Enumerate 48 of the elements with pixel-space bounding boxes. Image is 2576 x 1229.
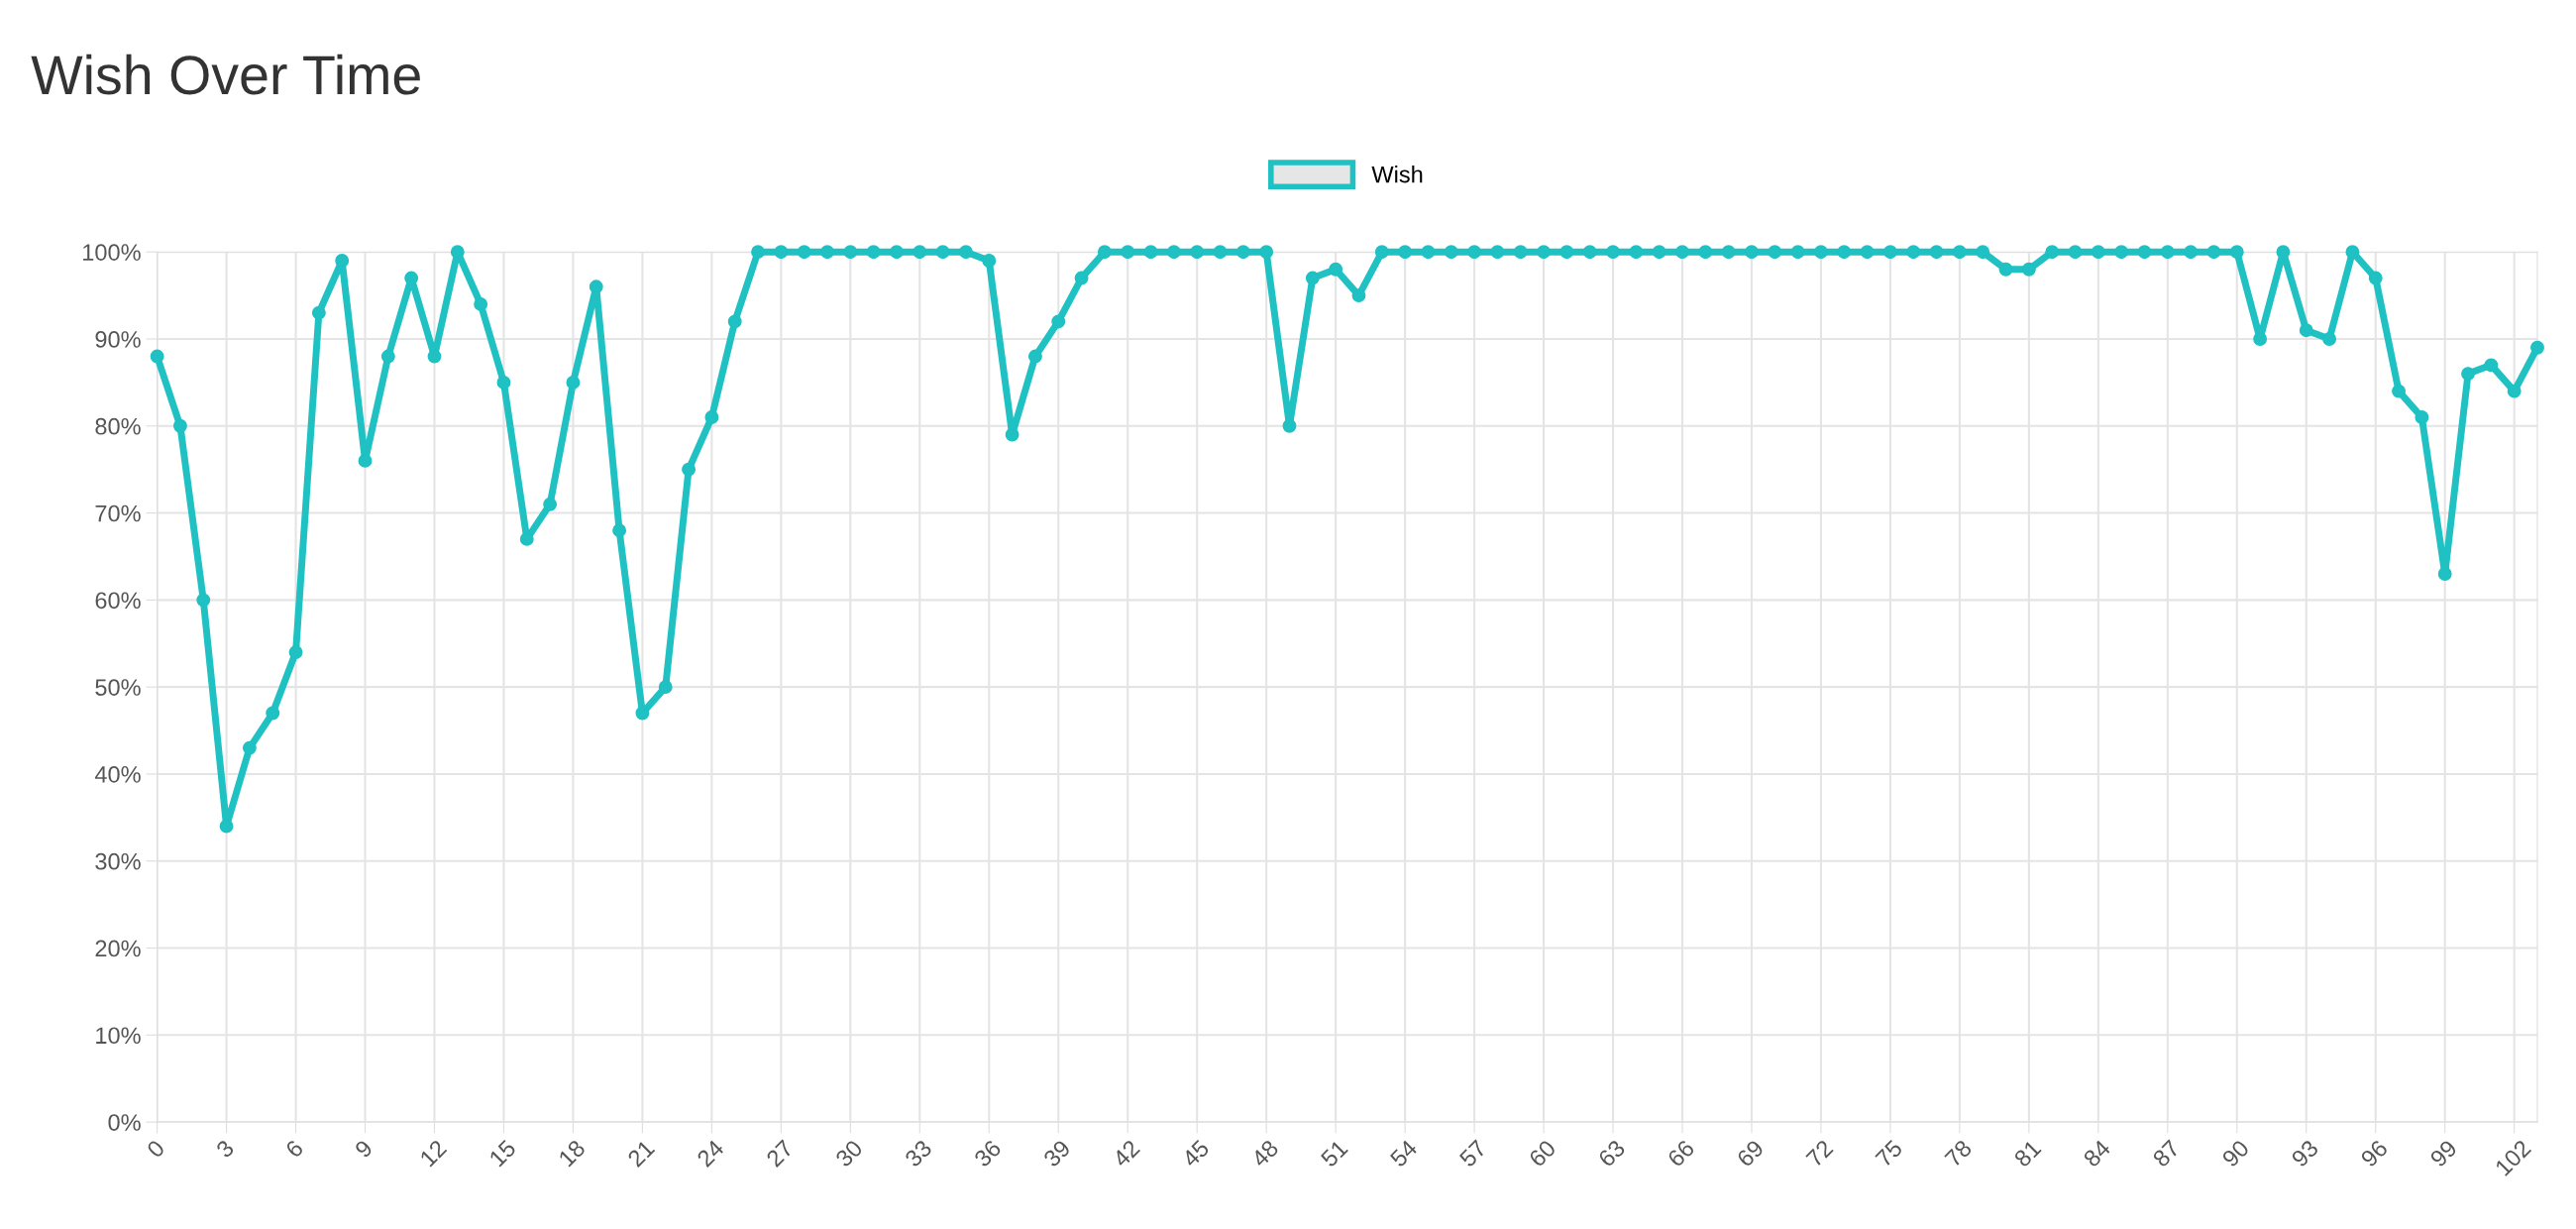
x-tick-label: 96	[2359, 1139, 2389, 1169]
x-tick-label: 12	[419, 1139, 448, 1168]
x-tick-label: 69	[1736, 1139, 1765, 1169]
x-tick-label: 72	[1805, 1139, 1834, 1168]
y-tick-label: 80%	[95, 417, 141, 435]
x-tick-label: 15	[488, 1139, 517, 1168]
x-tick-label: 57	[1458, 1139, 1488, 1169]
chart-title: Wish Over Time	[31, 54, 420, 95]
x-tick-label: 78	[1944, 1139, 1973, 1169]
x-tick-label: 27	[765, 1139, 795, 1168]
y-tick-label: 100%	[83, 244, 141, 261]
y-tick-label: 50%	[95, 679, 141, 696]
y-tick-label: 20%	[95, 940, 141, 957]
x-tick-label: 51	[1320, 1139, 1349, 1169]
y-tick-label: 70%	[95, 504, 141, 522]
y-tick-label: 60%	[95, 592, 141, 610]
y-tick-label: 30%	[95, 852, 141, 870]
x-tick-label: 99	[2428, 1139, 2458, 1169]
x-tick-label: 6	[284, 1139, 304, 1159]
x-tick-label: 0	[146, 1139, 166, 1159]
x-tick-label: 36	[973, 1139, 1003, 1169]
x-tick-label: 54	[1389, 1139, 1419, 1169]
x-tick-label: 93	[2290, 1139, 2319, 1169]
y-tick-label: 90%	[95, 331, 141, 348]
y-tick-label: 40%	[94, 766, 141, 783]
x-tick-label: 48	[1249, 1139, 1280, 1169]
x-tick-label: 102	[2494, 1139, 2532, 1176]
x-tick-label: 66	[1666, 1139, 1696, 1169]
x-tick-label: 30	[834, 1139, 864, 1169]
legend-label: Wish	[1371, 166, 1423, 183]
x-tick-label: 18	[558, 1139, 587, 1168]
x-tick-label: 45	[1181, 1139, 1211, 1169]
x-tick-label: 33	[904, 1139, 933, 1169]
x-tick-label: 42	[1111, 1139, 1140, 1169]
x-tick-label: 75	[1875, 1139, 1903, 1169]
x-tick-label: 3	[215, 1139, 235, 1159]
x-tick-label: 84	[2082, 1139, 2112, 1169]
x-tick-label: 39	[1042, 1139, 1072, 1169]
x-tick-label: 24	[696, 1139, 725, 1168]
x-tick-label: 60	[1528, 1139, 1557, 1169]
x-tick-label: 81	[2012, 1139, 2042, 1169]
y-tick-label: 10%	[96, 1027, 141, 1045]
x-tick-label: 9	[354, 1139, 374, 1159]
x-tick-label: 87	[2151, 1139, 2181, 1169]
x-tick-label: 21	[626, 1139, 656, 1168]
x-tick-label: 63	[1597, 1139, 1627, 1169]
y-tick-label: 0%	[108, 1114, 141, 1131]
x-tick-label: 90	[2220, 1139, 2250, 1169]
